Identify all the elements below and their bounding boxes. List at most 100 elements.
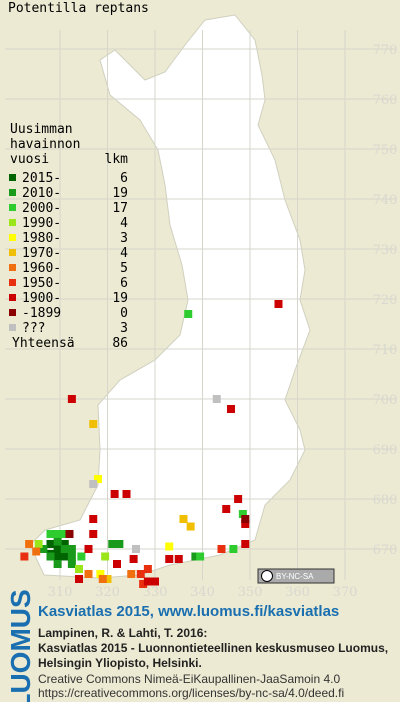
observations (20, 300, 283, 588)
observation (122, 490, 131, 498)
legend-swatch (9, 174, 16, 181)
observation (238, 510, 247, 518)
observation (65, 530, 74, 538)
observation (103, 575, 112, 583)
y-tick-label: 720 (373, 293, 398, 308)
citation-line: Lampinen, R. & Lahti, T. 2016: (38, 626, 207, 640)
footer-heading: Kasviatlas 2015, www.luomus.fi/kasviatla… (38, 603, 339, 620)
y-tick-label: 760 (373, 93, 398, 108)
observation (174, 555, 183, 563)
legend-total: 86 (112, 336, 128, 351)
observation (75, 575, 83, 583)
observation (196, 552, 205, 561)
legend-count: 19 (112, 291, 128, 306)
observation (60, 530, 69, 538)
observation (89, 530, 98, 538)
observation (179, 515, 188, 523)
observation (39, 545, 48, 553)
grid: 310 320 330 340 350 360 3706706806907007107207… (5, 30, 397, 600)
x-tick-label: 310 (48, 585, 73, 600)
observation (75, 565, 83, 573)
observation (34, 540, 43, 548)
observation (234, 495, 243, 503)
license-line: https://creativecommons.org/licenses/by-… (38, 686, 344, 700)
legend-swatch (9, 204, 16, 211)
observation (96, 570, 105, 578)
legend-label: 2010- (22, 186, 61, 201)
observation (217, 545, 226, 553)
observation (67, 552, 76, 561)
citation-line: Kasviatlas 2015 - Luonnontieteellinen ke… (38, 641, 388, 655)
legend-label: ??? (22, 321, 45, 336)
observation (241, 515, 250, 523)
y-tick-label: 680 (373, 493, 398, 508)
legend-swatch (9, 234, 16, 241)
legend-count: 3 (120, 231, 128, 246)
observation (77, 552, 86, 561)
license-badge: BY-NC-SA (257, 568, 335, 584)
observation (151, 577, 159, 586)
badge-box (257, 568, 335, 584)
y-tick-label: 710 (373, 343, 398, 358)
y-tick-label: 690 (373, 443, 398, 458)
observation (132, 545, 140, 553)
observation (241, 540, 250, 548)
observation (46, 540, 55, 548)
observation (108, 540, 117, 548)
observation (60, 540, 69, 548)
observation (67, 560, 76, 568)
legend-label: -1899 (22, 306, 61, 321)
observation (127, 570, 136, 578)
legend-count: 0 (120, 306, 128, 321)
observation (241, 520, 250, 528)
legend-count: 6 (120, 171, 128, 186)
observation (25, 540, 34, 548)
legend-total-label: Yhteensä (12, 336, 75, 351)
x-tick-label: 340 (190, 585, 215, 600)
legend-count: 5 (120, 261, 128, 276)
observation (67, 395, 76, 403)
legend-label: 2015- (22, 171, 61, 186)
y-tick-label: 700 (373, 393, 398, 408)
observation (67, 545, 76, 553)
observation (84, 570, 93, 578)
legend-swatch (9, 279, 16, 286)
legend-count: 17 (112, 201, 128, 216)
legend-title: Uusimman (10, 122, 73, 137)
observation (53, 545, 62, 553)
legend-label: 1900- (22, 291, 61, 306)
badge-text: BY-NC-SA (276, 572, 314, 581)
legend-count: 4 (120, 216, 128, 231)
y-tick-label: 730 (373, 243, 398, 258)
observation (139, 580, 148, 588)
observation (101, 552, 110, 561)
observation (89, 515, 98, 523)
observation (136, 570, 145, 578)
observation (229, 545, 238, 553)
legend-label: 1970- (22, 246, 61, 261)
observation (89, 480, 98, 488)
observation (46, 552, 55, 561)
legend-label: 1990- (22, 216, 61, 231)
observation (89, 420, 98, 428)
legend-label: 2000- (22, 201, 61, 216)
observation (98, 575, 107, 583)
y-tick-label: 670 (373, 543, 398, 558)
x-tick-label: 370 (333, 585, 358, 600)
observation (184, 310, 193, 318)
legend-count: 19 (112, 186, 128, 201)
legend-swatch (9, 264, 16, 271)
observation (165, 542, 174, 551)
y-tick-label: 770 (373, 43, 398, 58)
legend-title: havainnon (10, 137, 80, 152)
observation (227, 405, 235, 413)
observation (143, 565, 152, 573)
cc-icon (261, 570, 273, 582)
observation (110, 490, 119, 498)
legend-count: 6 (120, 276, 128, 291)
legend-swatch (9, 249, 16, 256)
observation (53, 560, 62, 568)
observation (165, 555, 174, 563)
